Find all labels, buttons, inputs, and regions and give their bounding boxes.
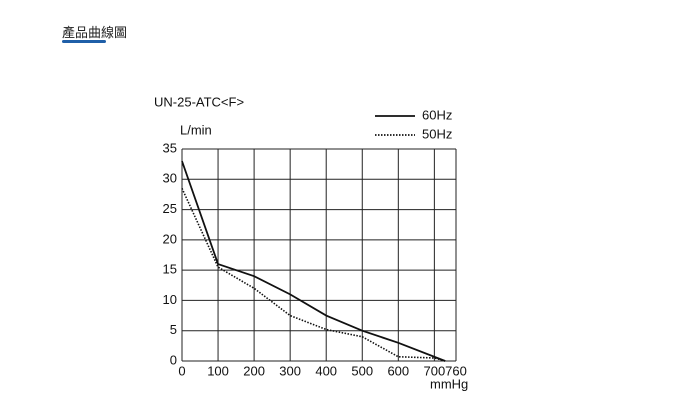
x-tick-label: 0: [178, 363, 185, 378]
x-tick-label: 400: [315, 363, 337, 378]
x-tick-label: 600: [387, 363, 409, 378]
x-tick-label: 300: [279, 363, 301, 378]
y-axis-label: L/min: [180, 122, 212, 137]
chart-title: UN-25-ATC<F>: [154, 94, 244, 109]
x-tick-label: 100: [207, 363, 229, 378]
legend-label: 50Hz: [422, 126, 452, 141]
x-tick-label: 500: [351, 363, 373, 378]
x-axis-label: mmHg: [430, 376, 468, 391]
y-tick-label: 30: [163, 171, 177, 186]
y-tick-label: 25: [163, 201, 177, 216]
data-line: [181, 160, 446, 362]
x-tick-label: 200: [243, 363, 265, 378]
y-tick-label: 35: [163, 140, 177, 155]
header-underline: [62, 40, 106, 43]
data-line: [181, 188, 446, 362]
x-tick-label: 700: [424, 363, 446, 378]
y-tick-label: 0: [170, 352, 177, 367]
y-tick-label: 15: [163, 262, 177, 277]
y-tick-label: 20: [163, 231, 177, 246]
y-tick-label: 10: [163, 292, 177, 307]
legend-label: 60Hz: [422, 107, 452, 122]
header-title: 產品曲線圖: [62, 25, 128, 40]
x-tick-label: 760: [445, 363, 467, 378]
y-tick-label: 5: [170, 322, 177, 337]
